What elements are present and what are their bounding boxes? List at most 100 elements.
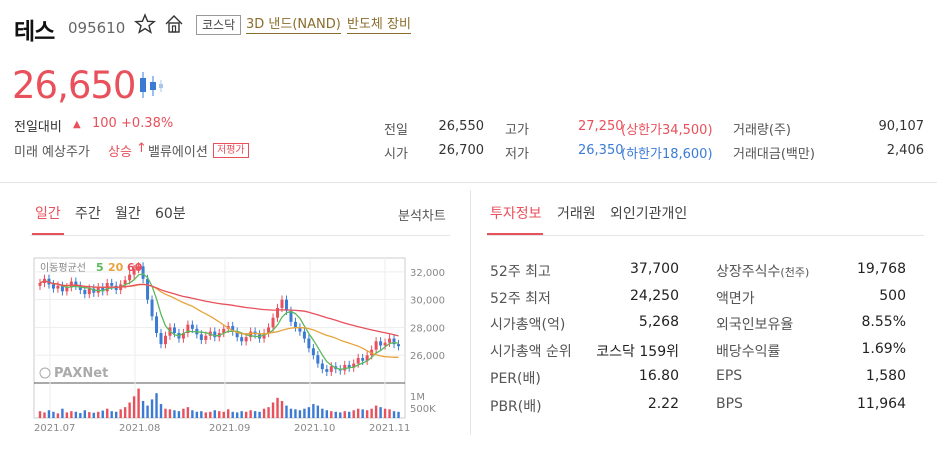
candle-body [56, 285, 60, 289]
candle-body [325, 369, 329, 372]
volume-bar [321, 408, 324, 418]
stock-name: 테스 [14, 19, 55, 45]
market-badge: 코스닥 [196, 15, 242, 35]
tab-weekly[interactable]: 주간 [75, 206, 101, 222]
candle-body [388, 338, 392, 343]
info-label-text: EPS [716, 368, 743, 384]
candle-body [51, 284, 55, 289]
star-icon[interactable] [134, 13, 156, 35]
candle-body [307, 338, 311, 349]
volume-bar [258, 411, 261, 418]
volume-bar [388, 409, 391, 418]
volume-bar [244, 411, 248, 418]
volume-bar [168, 409, 172, 418]
theme-link-nand[interactable]: 3D 낸드(NAND) [246, 17, 341, 34]
info-label: 상장주식수(천주) [716, 261, 809, 281]
info-label-unit: (천주) [780, 266, 810, 279]
candle-body [280, 299, 284, 308]
volume-bar [137, 388, 140, 418]
tab-daily[interactable]: 일간 [35, 206, 61, 222]
info-value: 24,250 [630, 288, 679, 304]
volume-bar [227, 409, 230, 418]
amount-value: 2,406 [886, 143, 924, 158]
ma-line-5 [39, 273, 399, 371]
vol-tick-label: 500K [410, 404, 436, 415]
volume-bar [101, 410, 104, 418]
volume-bar [253, 411, 257, 418]
analysis-chart-link[interactable]: 분석차트 [398, 209, 446, 224]
volume-bar [397, 411, 400, 418]
volume-bar [74, 411, 78, 418]
volume-bar [65, 412, 69, 418]
volume-bar [110, 411, 113, 418]
candle-body [379, 341, 383, 346]
volume-bar [61, 408, 64, 418]
info-label: 52주 최저 [490, 291, 551, 307]
candle-body [356, 358, 360, 364]
amount-label: 거래대금(백만) [733, 147, 815, 162]
candle-body [204, 335, 208, 340]
volume-bar [294, 409, 297, 418]
vertical-divider [470, 190, 471, 435]
candle-body [181, 333, 185, 339]
info-tabs-line [487, 235, 924, 236]
volume-bar [38, 411, 42, 418]
volume-bar [146, 405, 149, 418]
info-label-text: 외국인보유율 [716, 317, 794, 333]
info-label-text: 액면가 [716, 291, 755, 307]
info-label: EPS [716, 368, 742, 384]
volume-bar [195, 411, 199, 418]
tab-60min[interactable]: 60분 [155, 206, 186, 222]
volume-bar [334, 411, 337, 418]
candle-body [302, 331, 306, 339]
volume-bar [312, 404, 315, 418]
chart-tabs-line [30, 235, 450, 236]
tab-foreign-inst[interactable]: 외인기관개인 [610, 206, 688, 222]
candle-body [276, 308, 280, 318]
candle-body [141, 266, 145, 279]
info-label-text: BPS [716, 396, 743, 412]
low-value: 26,350 [578, 143, 624, 158]
tab-investment-info[interactable]: 투자정보 [490, 206, 542, 222]
volume-bar [285, 405, 288, 418]
tab-monthly[interactable]: 월간 [115, 206, 141, 222]
x-tick-label: 2021.09 [209, 423, 250, 434]
candle-body [343, 364, 347, 371]
candle-body [199, 334, 203, 340]
current-price: 26,650 [12, 64, 136, 107]
info-value: 16.80 [638, 368, 679, 384]
high-value: 27,250 [578, 119, 624, 134]
volume-bar [289, 408, 293, 418]
candle-body [128, 274, 132, 281]
volume-bar [325, 410, 329, 418]
candle-body [74, 281, 78, 286]
tab-broker[interactable]: 거래원 [557, 206, 596, 222]
candle-icon [140, 72, 163, 98]
info-value: 코스닥 159위 [596, 344, 679, 360]
volume-bar [262, 408, 266, 418]
y-tick-label: 32,000 [410, 268, 445, 279]
change-pct: +0.38% [121, 116, 174, 131]
volume-bar [231, 411, 234, 418]
volume-bar [159, 404, 163, 418]
candle-body [316, 355, 320, 364]
volume-bar [83, 410, 87, 418]
theme-link-semiconductor[interactable]: 반도체 장비 [347, 17, 411, 34]
candle-body [240, 337, 244, 342]
high-label: 고가 [505, 123, 529, 138]
volume-bar [267, 407, 270, 418]
volume-bar [52, 411, 55, 418]
candle-body [374, 341, 378, 350]
tab-daily-underline [32, 233, 64, 235]
forecast-value: 상승 [108, 145, 132, 160]
info-value: 2.22 [647, 396, 679, 412]
volume-bar [128, 402, 131, 418]
candle-body [271, 317, 275, 328]
candle-body [365, 355, 369, 361]
info-label-text: 배당수익률 [716, 344, 781, 360]
volume-bar [43, 412, 46, 418]
home-icon[interactable] [163, 13, 185, 35]
candle-body [87, 288, 91, 295]
candle-body [235, 331, 239, 338]
